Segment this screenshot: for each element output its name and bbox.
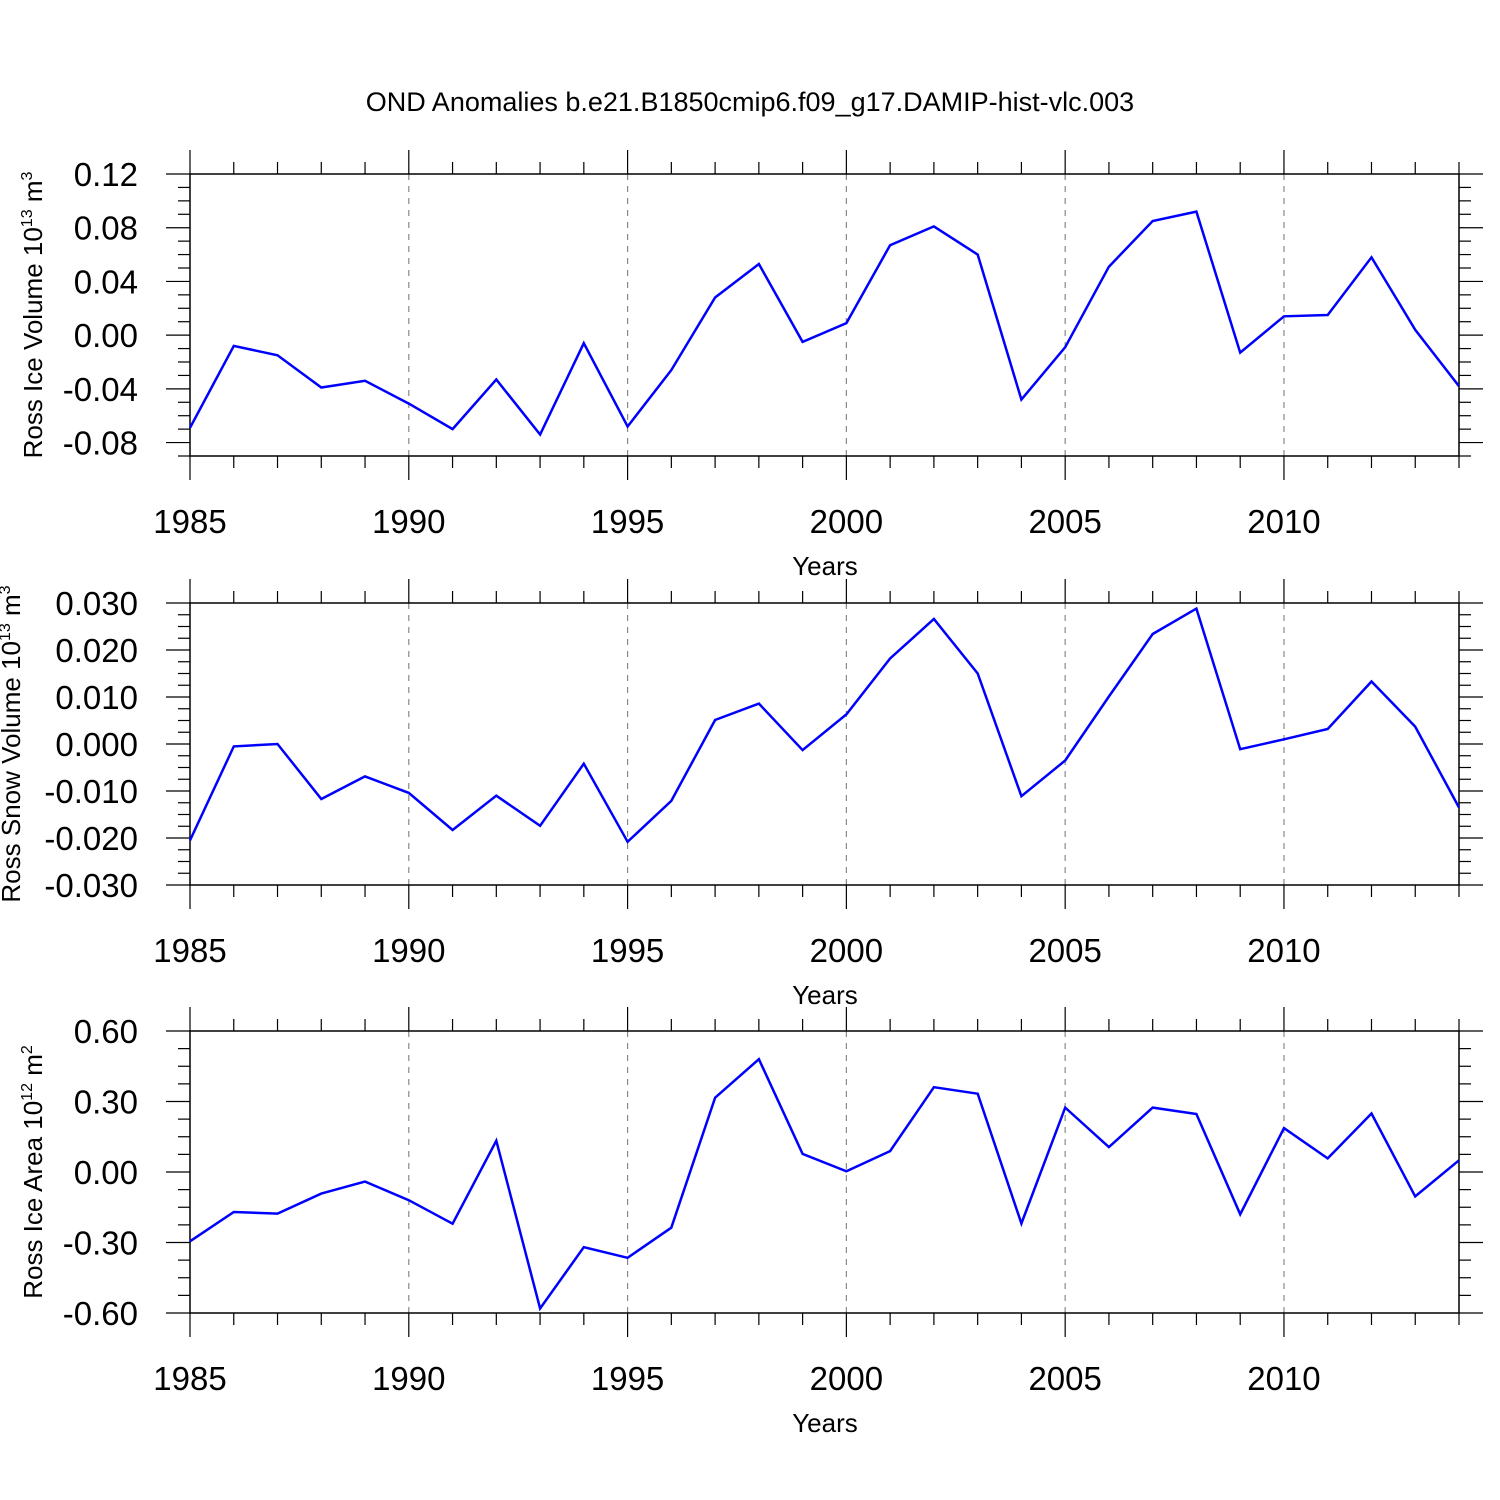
- x-tick-label: 1990: [372, 1360, 445, 1397]
- plot-frame: [189, 1030, 1460, 1314]
- panel-ross-snow-volume: Ross Snow Volume 1013 m3 Years 1985 1990 1…: [0, 579, 1483, 1010]
- x-tick-label: 2010: [1247, 932, 1320, 969]
- x-tick-label: 1990: [372, 503, 445, 540]
- x-tick-label: 1995: [591, 932, 664, 969]
- y-tick-label: 0.12: [74, 156, 138, 193]
- series-line: [189, 1057, 1460, 1312]
- y-axis-label: Ross Ice Area 1012 m2: [18, 1045, 48, 1299]
- x-tick-label: 2005: [1028, 932, 1101, 969]
- x-tick-label: 1985: [153, 503, 226, 540]
- y-tick-label: 0.04: [74, 263, 138, 300]
- y-tick-label: -0.010: [44, 773, 138, 810]
- y-axis-label: Ross Snow Volume 1013 m3: [0, 585, 26, 902]
- x-axis-label: Years: [792, 980, 858, 1010]
- y-tick-label: -0.020: [44, 820, 138, 857]
- x-tick-label: 1990: [372, 932, 445, 969]
- x-tick-label: 2000: [810, 503, 883, 540]
- y-tick-label: 0.010: [55, 679, 138, 716]
- x-tick-label: 1985: [153, 1360, 226, 1397]
- x-tick-label: 2010: [1247, 1360, 1320, 1397]
- y-tick-label: 0.60: [74, 1013, 138, 1050]
- x-tick-label: 1995: [591, 1360, 664, 1397]
- y-tick-label: 0.030: [55, 585, 138, 622]
- x-tick-label: 1995: [591, 503, 664, 540]
- panel-ross-ice-area: Ross Ice Area 1012 m2 Years 1985 1990 1995…: [18, 1007, 1483, 1438]
- y-tick-label: -0.30: [63, 1225, 138, 1262]
- x-tick-label: 2000: [810, 932, 883, 969]
- x-tick-label: 2010: [1247, 503, 1320, 540]
- y-tick-label: -0.60: [63, 1295, 138, 1332]
- y-tick-label: 0.00: [74, 1154, 138, 1191]
- chart-title: OND Anomalies b.e21.B1850cmip6.f09_g17.D…: [366, 87, 1134, 117]
- y-axis-label: Ross Ice Volume 1013 m3: [18, 171, 48, 458]
- x-tick-label: 2005: [1028, 1360, 1101, 1397]
- x-axis-label: Years: [792, 551, 858, 581]
- panel-ross-ice-volume: Ross Ice Volume 1013 m3 Years 1985 1990 19…: [18, 150, 1483, 581]
- y-tick-label: -0.04: [63, 371, 138, 408]
- series-line: [188, 606, 1461, 844]
- x-axis-label: Years: [792, 1408, 858, 1438]
- y-tick-label: -0.08: [63, 425, 138, 462]
- x-tick-label: 2000: [810, 1360, 883, 1397]
- y-tick-label: 0.000: [55, 726, 138, 763]
- y-tick-label: 0.020: [55, 632, 138, 669]
- y-tick-label: 0.08: [74, 210, 138, 247]
- series-line: [188, 210, 1460, 437]
- x-tick-label: 1985: [153, 932, 226, 969]
- plot-frame: [189, 173, 1460, 457]
- y-tick-label: 0.00: [74, 317, 138, 354]
- y-tick-label: 0.30: [74, 1084, 138, 1121]
- x-tick-label: 2005: [1028, 503, 1101, 540]
- y-tick-label: -0.030: [44, 867, 138, 904]
